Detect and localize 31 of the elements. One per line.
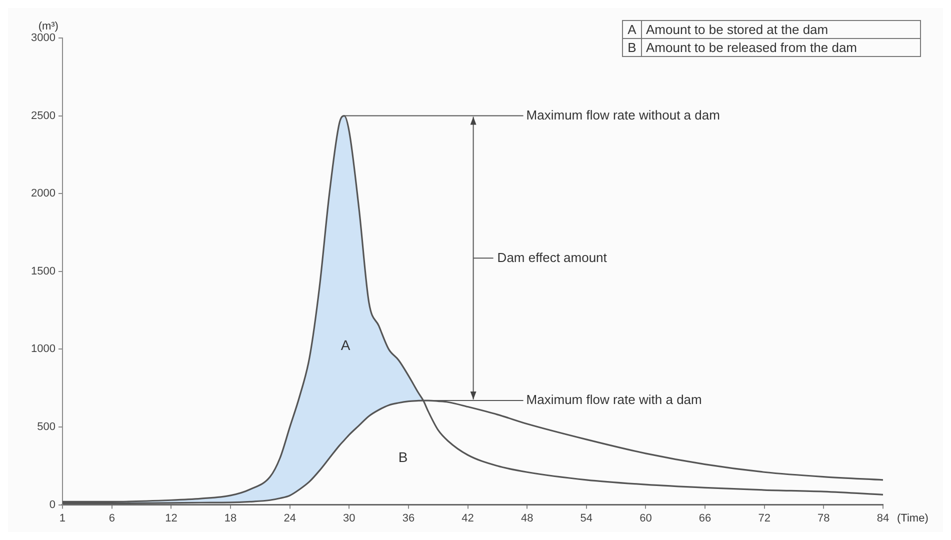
x-tick-label: 72	[758, 512, 770, 524]
x-tick-label: 30	[343, 512, 356, 524]
annotation: Dam effect amount	[497, 250, 608, 265]
key-table: A Amount to be stored at the dam B Amount to be released from the dam	[622, 20, 921, 57]
x-tick-label: 48	[520, 512, 534, 524]
x-tick-label: 1	[59, 512, 66, 524]
y-axis-title: (m³)	[38, 20, 58, 33]
annotation: Maximum flow rate without a dam	[526, 107, 720, 122]
x-tick-label: 36	[402, 512, 415, 524]
y-tick-label: 2500	[30, 110, 56, 122]
y-tick-label: 2000	[30, 188, 56, 200]
x-tick-label: 42	[462, 512, 474, 524]
annotation: A	[340, 336, 351, 353]
y-tick-label: 0	[49, 498, 56, 511]
x-tick-label: 60	[640, 512, 652, 524]
x-tick-label: 6	[108, 512, 115, 524]
x-tick-label: 18	[224, 512, 237, 524]
x-axis-title: (Time)	[897, 512, 928, 524]
x-tick-label: 24	[284, 512, 296, 524]
x-tick-label: 84	[876, 512, 890, 524]
annotation: Maximum flow rate with a dam	[526, 392, 702, 408]
y-tick-label: 1500	[30, 265, 56, 278]
y-tick-label: 500	[37, 421, 56, 434]
x-tick-label: 66	[698, 512, 712, 524]
annotation: B	[398, 448, 408, 465]
y-tick-label: 1000	[30, 343, 56, 356]
x-tick-label: 12	[165, 512, 178, 524]
x-tick-label: 78	[818, 512, 830, 524]
x-tick-label: 54	[580, 512, 593, 524]
y-tick-label: 3000	[30, 32, 56, 44]
annotation: Amount to be released from the dam	[645, 39, 858, 56]
